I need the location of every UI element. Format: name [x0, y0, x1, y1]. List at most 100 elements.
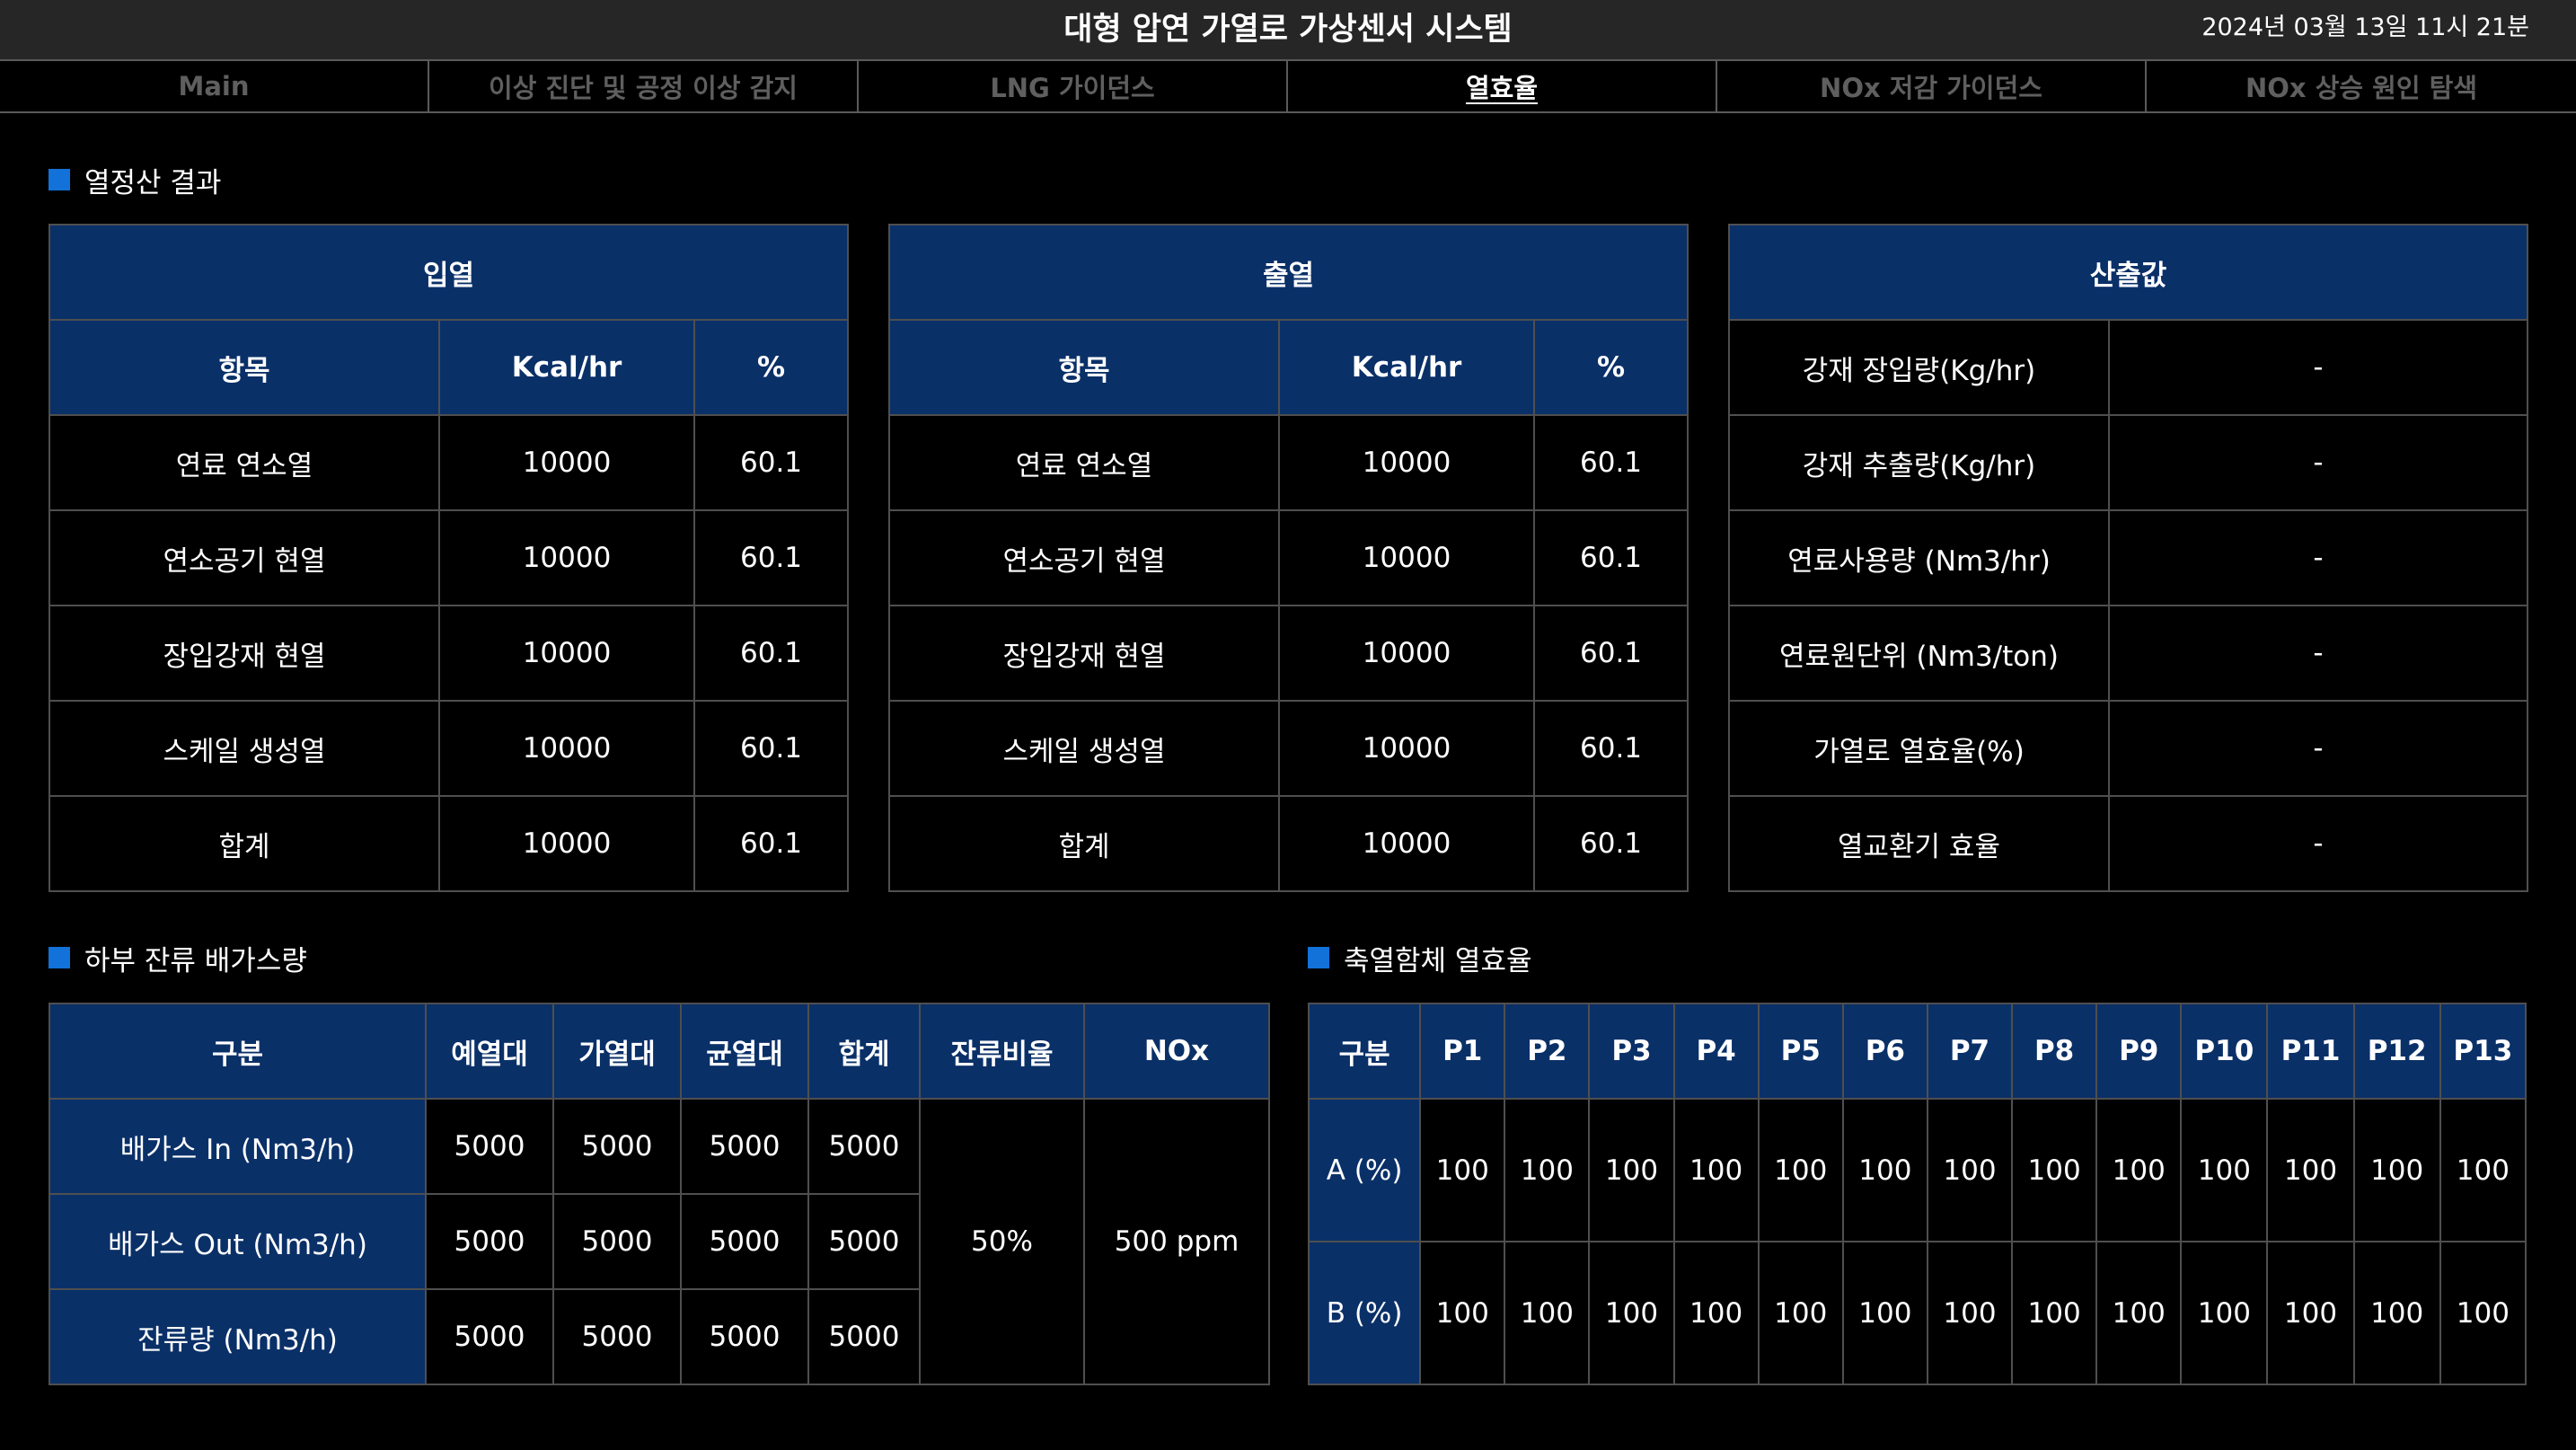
table-cell: 100	[2011, 1241, 2098, 1385]
table-cell: 10000	[438, 414, 695, 511]
table-cell: 5000	[680, 1098, 809, 1195]
table-cell: 10000	[1278, 795, 1535, 892]
header-bar: 대형 압연 가열로 가상센서 시스템 2024년 03월 13일 11시 21분	[0, 0, 2576, 59]
row-label: 강재 추출량(Kg/hr)	[1728, 414, 2110, 511]
table-row: 장입강재 현열 10000 60.1	[49, 605, 850, 702]
table-cell: 100	[2095, 1241, 2183, 1385]
table-row: A (%) 100 100 100 100 100 100 100 100 10…	[1307, 1098, 2527, 1242]
table-cell: 10000	[1278, 605, 1535, 702]
table-cell: 100	[2439, 1241, 2527, 1385]
column-header: 균열대	[680, 1003, 809, 1100]
table-cell: 100	[1757, 1241, 1844, 1385]
table-cell: 100	[2352, 1241, 2441, 1385]
table-cell: 60.1	[693, 700, 850, 797]
table-cell: -	[2108, 605, 2528, 702]
heat-output-table: 출열 항목 Kcal/hr % 연료 연소열 10000 60.1 연소공기 현…	[887, 224, 1689, 892]
table-cell: 10000	[438, 700, 695, 797]
app-title: 대형 압연 가열로 가상센서 시스템	[1063, 12, 1513, 48]
row-label: 연소공기 현열	[49, 509, 440, 606]
table-cell: 5000	[552, 1098, 682, 1195]
table-cell: 100	[1672, 1098, 1760, 1242]
table-cell: 100	[1757, 1098, 1844, 1242]
table-row: 강재 장입량(Kg/hr) -	[1728, 319, 2528, 416]
row-label: 가열로 열효율(%)	[1728, 700, 2110, 797]
column-header: 잔류비율	[919, 1003, 1085, 1100]
column-header: P5	[1757, 1003, 1844, 1100]
table-cell: 60.1	[1532, 700, 1689, 797]
nox-value: 500 ppm	[1083, 1098, 1270, 1385]
table-cell: 100	[1841, 1241, 1928, 1385]
table-cell: 5000	[680, 1288, 809, 1385]
row-label: 장입강재 현열	[888, 605, 1280, 702]
tab-thermal-efficiency[interactable]: 열효율	[1288, 61, 1717, 111]
column-header: P3	[1588, 1003, 1675, 1100]
row-label: 배가스 Out (Nm3/h)	[49, 1193, 427, 1290]
table-row: 연료 연소열 10000 60.1	[888, 414, 1689, 511]
row-label: 합계	[49, 795, 440, 892]
column-header: 항목	[49, 319, 440, 416]
table-cell: 100	[2180, 1098, 2269, 1242]
row-label: 연료 연소열	[49, 414, 440, 511]
column-header: P8	[2011, 1003, 2098, 1100]
column-header: 구분	[49, 1003, 427, 1100]
table-cell: 5000	[425, 1098, 554, 1195]
table-row: 잔류량 (Nm3/h) 5000 5000 5000 5000	[49, 1288, 1269, 1385]
tab-nox-cause-search[interactable]: NOx 상승 원인 탐색	[2245, 73, 2477, 103]
row-label: 연료원단위 (Nm3/ton)	[1728, 605, 2110, 702]
table-cell: 100	[2011, 1098, 2098, 1242]
exhaust-section-title: 하부 잔류 배가스량	[49, 940, 307, 977]
table-row: 강재 추출량(Kg/hr) -	[1728, 414, 2528, 511]
row-label: 열교환기 효율	[1728, 795, 2110, 892]
column-header: 합계	[807, 1003, 921, 1100]
tab-lng-guidance[interactable]: LNG 가이던스	[859, 61, 1288, 111]
table-cell: -	[2108, 319, 2528, 416]
row-label: 연료사용량 (Nm3/hr)	[1728, 509, 2110, 606]
table-cell: 5000	[552, 1288, 682, 1385]
column-header: P7	[1926, 1003, 2014, 1100]
table-cell: 60.1	[1532, 414, 1689, 511]
table-cell: 60.1	[693, 605, 850, 702]
column-header: P10	[2180, 1003, 2269, 1100]
tab-anomaly-diagnosis[interactable]: 이상 진단 및 공정 이상 감지	[429, 61, 859, 111]
table-cell: 100	[2352, 1098, 2441, 1242]
table-cell: 5000	[680, 1193, 809, 1290]
table-row: B (%) 100 100 100 100 100 100 100 100 10…	[1307, 1241, 2527, 1385]
table-row: 합계 10000 60.1	[49, 795, 850, 892]
table-cell: 10000	[438, 509, 695, 606]
table-cell: 100	[1588, 1098, 1675, 1242]
table-cell: 10000	[1278, 509, 1535, 606]
tab-main[interactable]: Main	[0, 61, 429, 111]
table-cell: 5000	[807, 1193, 921, 1290]
table-row: 장입강재 현열 10000 60.1	[888, 605, 1689, 702]
table-row: 연소공기 현열 10000 60.1	[888, 509, 1689, 606]
column-header: 예열대	[425, 1003, 554, 1100]
column-header: P13	[2439, 1003, 2527, 1100]
exhaust-table: 구분 예열대 가열대 균열대 합계 잔류비율 NOx 배가스 In (Nm3/h…	[49, 1003, 1270, 1385]
table-row: 배가스 Out (Nm3/h) 5000 5000 5000 5000	[49, 1193, 1269, 1290]
heat-input-title: 입열	[48, 224, 850, 321]
table-row: 스케일 생성열 10000 60.1	[888, 700, 1689, 797]
table-row: 합계 10000 60.1	[888, 795, 1689, 892]
calculated-values-title: 산출값	[1728, 224, 2528, 321]
regenerator-title-text: 축열함체 열효율	[1344, 944, 1532, 977]
table-cell: 5000	[807, 1098, 921, 1195]
column-header: Kcal/hr	[1278, 319, 1535, 416]
exhaust-title-text: 하부 잔류 배가스량	[84, 944, 307, 977]
table-cell: 60.1	[1532, 605, 1689, 702]
table-row: 연료원단위 (Nm3/ton) -	[1728, 605, 2528, 702]
column-header: P1	[1419, 1003, 1506, 1100]
table-cell: -	[2108, 700, 2528, 797]
tab-nox-reduction-guidance[interactable]: NOx 저감 가이던스	[1717, 61, 2147, 111]
table-row: 열교환기 효율 -	[1728, 795, 2528, 892]
row-label: 장입강재 현열	[49, 605, 440, 702]
section-square-icon	[1308, 947, 1329, 968]
table-cell: 10000	[1278, 700, 1535, 797]
table-cell: 100	[1588, 1241, 1675, 1385]
heat-balance-title-text: 열정산 결과	[84, 166, 222, 199]
table-cell: 100	[2180, 1241, 2269, 1385]
table-cell: 100	[1926, 1098, 2014, 1242]
row-label: 스케일 생성열	[49, 700, 440, 797]
column-header: P9	[2095, 1003, 2183, 1100]
row-label: 연료 연소열	[888, 414, 1280, 511]
calculated-values-table: 산출값 강재 장입량(Kg/hr) - 강재 추출량(Kg/hr) - 연료사용…	[1728, 224, 2528, 892]
